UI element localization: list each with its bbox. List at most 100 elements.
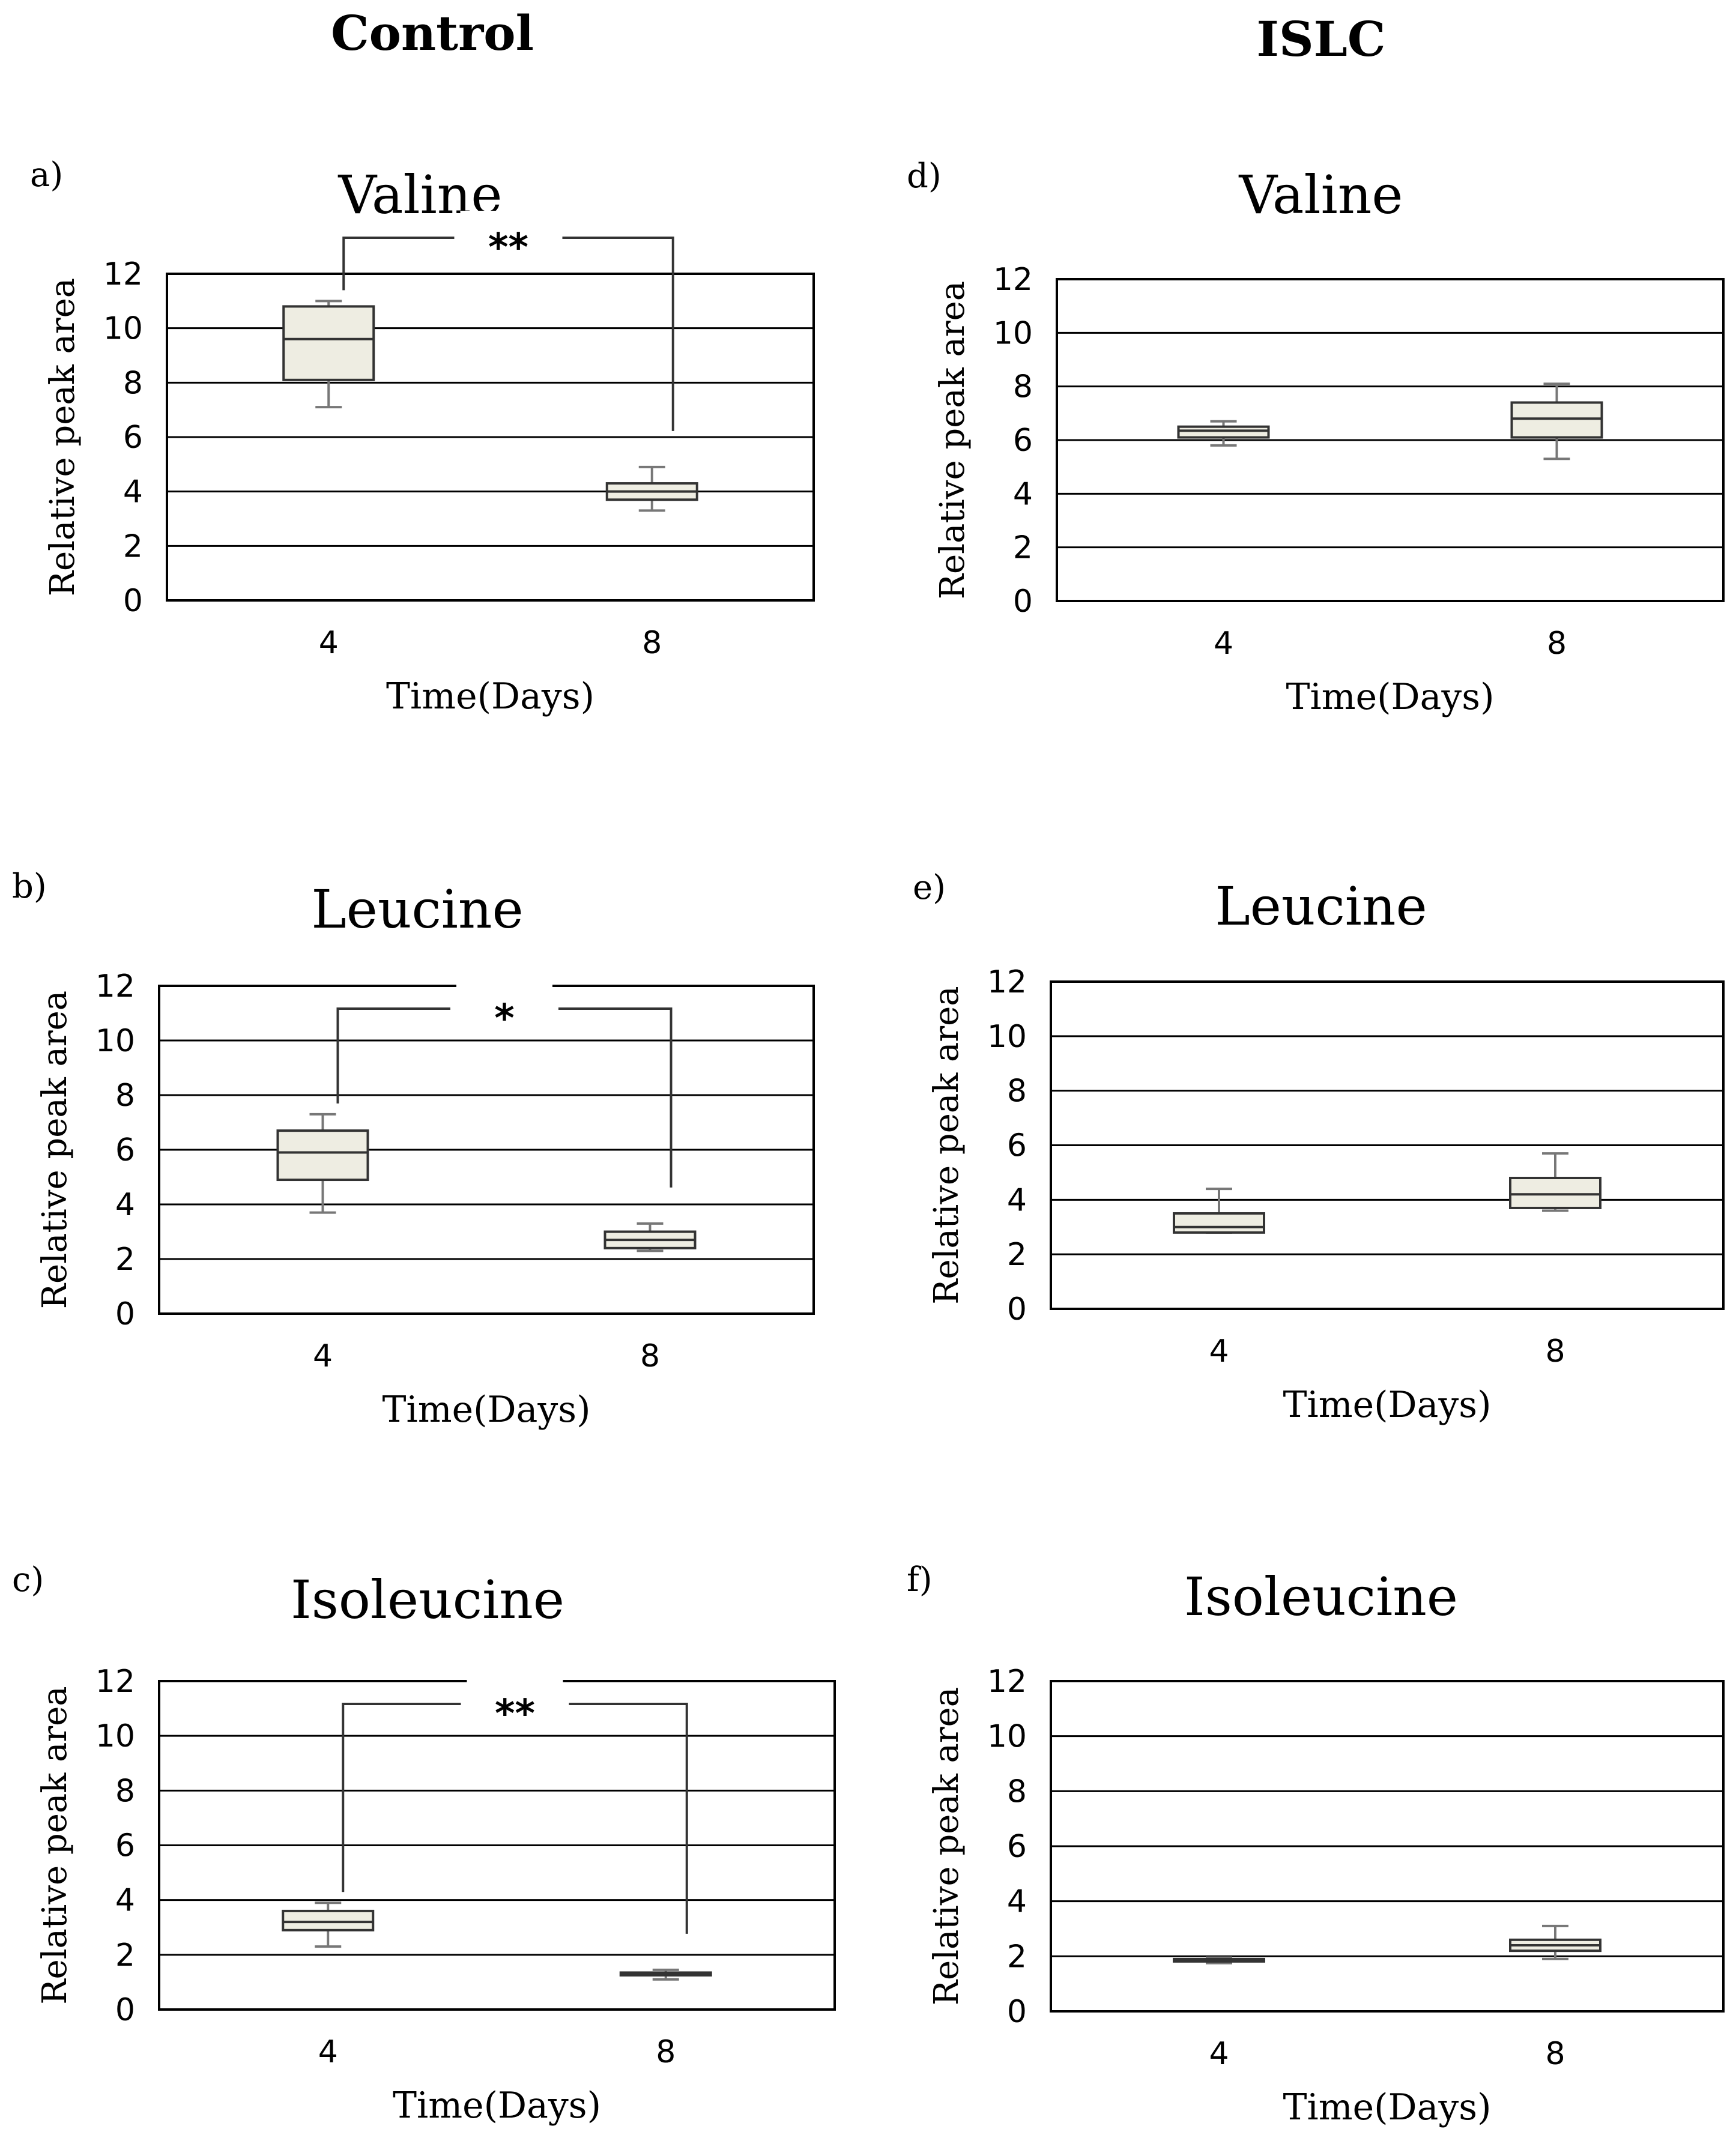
y-tick-label: 12 [103, 256, 143, 292]
panel-f: f) Isoleucine 0 2 4 6 8 10 12 Relative peak area 4… [907, 1560, 1725, 2128]
y-tick-label: 4 [123, 474, 143, 510]
y-tick-label: 4 [1007, 1182, 1027, 1218]
significance-bracket: ** [342, 1677, 688, 1934]
chart-title: Leucine [1215, 875, 1427, 937]
x-axis-label: Time(Days) [383, 1389, 591, 1431]
x-tick-label: 8 [1545, 2036, 1565, 2072]
panel-label: b) [12, 867, 47, 906]
box-iqr [276, 1129, 369, 1182]
y-tick-label: 10 [987, 1019, 1027, 1055]
significance-bracket: ** [342, 211, 674, 431]
plot-frame [1050, 1680, 1725, 2013]
panel-label: d) [907, 157, 942, 196]
y-tick-label: 2 [115, 1242, 135, 1278]
bracket-left [336, 1007, 450, 1104]
x-tick-label: 8 [642, 625, 662, 661]
y-tick-label: 2 [115, 1937, 135, 1973]
chart-title: Leucine [311, 878, 523, 940]
y-tick-label: 8 [123, 365, 143, 401]
box-day-4 [282, 300, 375, 409]
box-day-8 [1509, 1152, 1601, 1212]
box-day-8 [603, 1222, 697, 1252]
x-tick-label: 4 [318, 2034, 338, 2070]
y-tick-label: 6 [115, 1828, 135, 1864]
box-iqr [1510, 401, 1603, 439]
y-tick-label: 10 [95, 1718, 135, 1754]
bracket-label-backdrop [467, 1677, 563, 1731]
y-tick-label: 10 [987, 1719, 1027, 1755]
panel-label: c) [12, 1560, 44, 1599]
box-iqr [1177, 425, 1270, 439]
box-day-8 [619, 1968, 712, 1981]
y-axis-label: Relative peak area [43, 278, 82, 596]
bracket-label-backdrop [460, 211, 557, 265]
y-tick-label: 2 [123, 528, 143, 564]
y-tick-label: 0 [1007, 1291, 1027, 1327]
y-tick-label: 4 [115, 1883, 135, 1919]
x-tick-label: 8 [1547, 626, 1567, 662]
y-tick-label: 12 [95, 968, 135, 1004]
box-day-8 [605, 465, 698, 512]
box-iqr [1509, 1177, 1601, 1209]
x-tick-label: 4 [313, 1338, 333, 1374]
y-tick-label: 0 [1013, 584, 1033, 620]
y-tick-label: 10 [103, 311, 143, 347]
panel-b: b) Leucine 0 2 4 6 8 10 12 Relative peak area 4 8 Ti… [12, 867, 815, 1431]
y-tick-label: 4 [1013, 476, 1033, 512]
box-iqr [282, 305, 375, 381]
box-day-4 [282, 1901, 375, 1948]
box-day-8 [1509, 1924, 1601, 1960]
y-tick-label: 8 [1007, 1774, 1027, 1810]
y-tick-label: 0 [123, 583, 143, 619]
x-tick-label: 4 [1209, 2036, 1229, 2072]
bracket-right [569, 1703, 688, 1934]
box-day-4 [1177, 420, 1270, 447]
panel-e: e) Leucine 0 2 4 6 8 10 12 Relative peak area 4 8 Ti… [913, 868, 1725, 1426]
chart-title: Isoleucine [291, 1569, 564, 1631]
plot-frame [166, 273, 815, 602]
x-tick-label: 4 [1209, 1333, 1229, 1369]
y-tick-label: 8 [1013, 369, 1033, 405]
x-tick-label: 8 [640, 1338, 660, 1374]
box-day-4 [1173, 1188, 1265, 1234]
column-title-islc: ISLC [1256, 11, 1386, 67]
bracket-right [562, 237, 674, 431]
bracket-left [342, 1703, 461, 1892]
x-axis-label: Time(Days) [1286, 676, 1495, 718]
y-tick-label: 2 [1013, 530, 1033, 566]
y-tick-label: 12 [987, 1664, 1027, 1700]
box-day-4 [1173, 1956, 1265, 1964]
y-tick-label: 12 [987, 964, 1027, 1000]
significance-label: ** [488, 226, 528, 270]
y-tick-label: 4 [1007, 1884, 1027, 1920]
y-axis-label: Relative peak area [927, 1687, 966, 2005]
significance-bracket: * [336, 982, 673, 1188]
panel-label: e) [913, 868, 946, 907]
panel-label: a) [30, 156, 63, 195]
box-iqr [282, 1909, 375, 1931]
y-tick-label: 2 [1007, 1237, 1027, 1273]
y-tick-label: 8 [1007, 1074, 1027, 1110]
y-tick-label: 6 [115, 1132, 135, 1168]
x-axis-label: Time(Days) [1283, 1384, 1492, 1426]
y-tick-label: 0 [1007, 1994, 1027, 2030]
y-axis-label: Relative peak area [35, 991, 74, 1309]
y-tick-label: 12 [993, 262, 1033, 298]
x-tick-label: 4 [1214, 626, 1233, 662]
box-day-4 [276, 1113, 369, 1214]
y-tick-label: 8 [115, 1078, 135, 1114]
y-tick-label: 6 [123, 420, 143, 456]
x-tick-label: 4 [319, 625, 339, 661]
y-tick-label: 0 [115, 1296, 135, 1332]
x-tick-label: 8 [1545, 1333, 1565, 1369]
column-title-control: Control [330, 5, 534, 61]
y-tick-label: 6 [1007, 1829, 1027, 1865]
y-tick-label: 2 [1007, 1939, 1027, 1975]
bracket-label-backdrop [456, 982, 552, 1036]
significance-label: * [494, 997, 514, 1041]
x-axis-label: Time(Days) [393, 2085, 601, 2127]
panel-label: f) [907, 1560, 933, 1599]
